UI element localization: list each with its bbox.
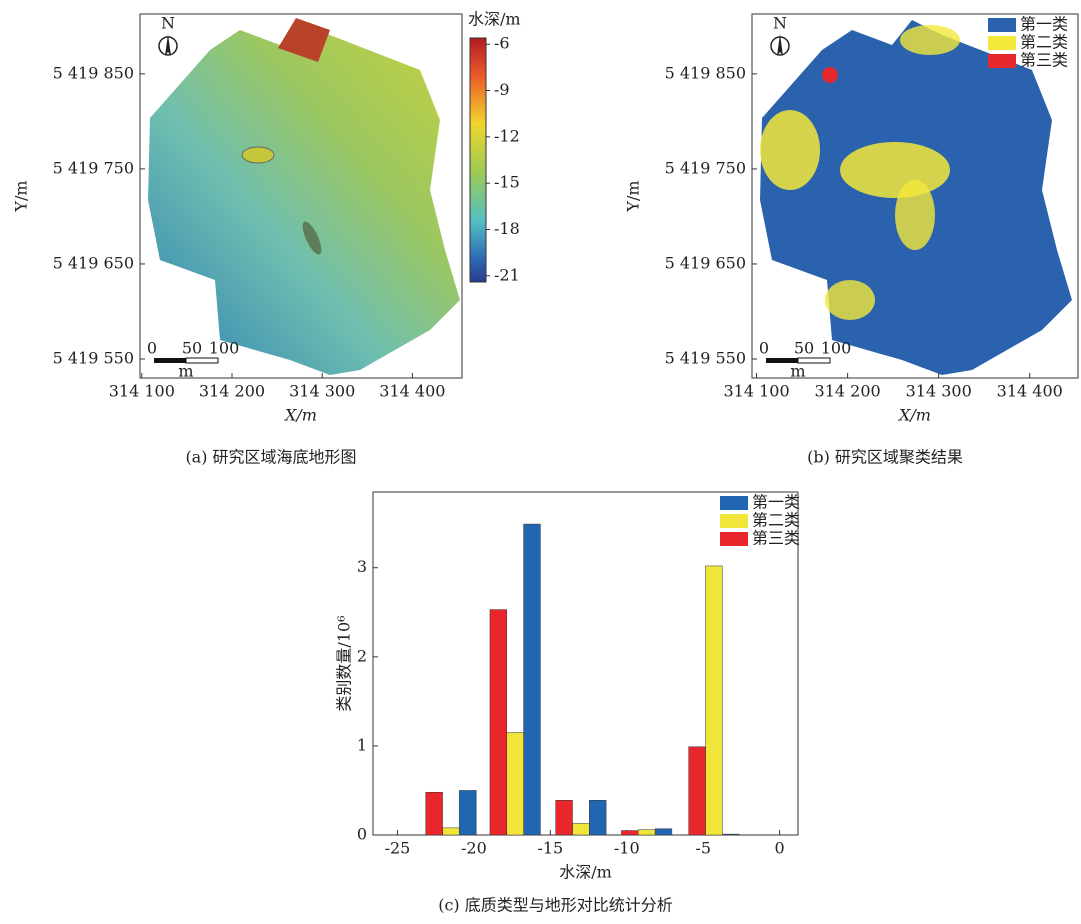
bar <box>507 733 524 835</box>
x-tick-label: -10 <box>614 839 640 858</box>
bar <box>443 828 460 835</box>
x-tick-label: 314 100 <box>109 382 175 401</box>
legend-label: 第一类 <box>1020 15 1068 34</box>
x-tick-label: 0 <box>775 839 785 858</box>
legend-label: 第二类 <box>1020 33 1068 52</box>
cluster-patch <box>822 67 838 83</box>
x-tick-label: 314 300 <box>289 382 355 401</box>
y-tick-label: 5 419 850 <box>665 63 746 82</box>
x-axis-label: 水深/m <box>559 863 612 882</box>
legend-swatch <box>988 36 1016 50</box>
y-axis-label: Y/m <box>624 180 643 212</box>
bar <box>556 800 573 835</box>
scale-label: 50 <box>182 339 202 358</box>
legend-label: 第一类 <box>752 493 800 512</box>
y-tick-label: 5 419 750 <box>665 158 746 177</box>
bar <box>722 834 739 835</box>
x-tick-label: -25 <box>385 839 411 858</box>
colorbar-tick-label: -6 <box>494 34 510 53</box>
bar <box>573 823 590 835</box>
y-axis-label: 类别数量/10⁶ <box>335 615 354 711</box>
x-tick-label: 314 400 <box>379 382 445 401</box>
legend-swatch <box>988 54 1016 68</box>
bar <box>589 800 606 835</box>
terrain-feature <box>242 147 274 163</box>
figure: 314 100 314 200 314 300 314 400 5 419 550 5 4… <box>0 0 1081 920</box>
colorbar-tick-label: -12 <box>494 126 520 145</box>
bar <box>459 790 476 835</box>
x-tick-label: 314 300 <box>906 382 972 401</box>
bar <box>655 829 672 835</box>
cluster-patch <box>895 180 935 250</box>
colorbar <box>470 38 486 282</box>
legend-swatch <box>988 18 1016 32</box>
y-tick-label: 5 419 650 <box>665 253 746 272</box>
y-tick-label: 5 419 550 <box>53 348 134 367</box>
x-tick-label: 314 100 <box>723 382 789 401</box>
legend-label: 第三类 <box>752 529 800 548</box>
x-tick-label: -5 <box>695 839 711 858</box>
legend-swatch <box>720 532 748 546</box>
legend-label: 第二类 <box>752 511 800 530</box>
y-tick-label: 2 <box>357 646 367 665</box>
legend-swatch <box>720 496 748 510</box>
x-tick-label: -20 <box>461 839 487 858</box>
caption: (a) 研究区域海底地形图 <box>185 448 356 467</box>
cluster-patch <box>825 280 875 320</box>
caption: (b) 研究区域聚类结果 <box>807 448 963 467</box>
colorbar-tick-label: -18 <box>494 219 520 238</box>
bar <box>426 792 443 835</box>
caption: (c) 底质类型与地形对比统计分析 <box>438 896 673 915</box>
legend-label: 第三类 <box>1020 51 1068 70</box>
y-tick-label: 0 <box>357 825 367 844</box>
y-tick-label: 1 <box>357 735 367 754</box>
bar <box>638 830 655 835</box>
y-tick-label: 3 <box>357 557 367 576</box>
y-tick-label: 5 419 550 <box>665 348 746 367</box>
terrain <box>148 20 460 375</box>
north-label: N <box>773 14 787 33</box>
legend-swatch <box>720 514 748 528</box>
y-tick-label: 5 419 750 <box>53 158 134 177</box>
scale-unit: m <box>178 362 193 381</box>
scale-unit: m <box>790 362 805 381</box>
colorbar-tick-label: -9 <box>494 80 510 99</box>
x-tick-label: -15 <box>537 839 563 858</box>
x-axis-label: X/m <box>283 406 317 425</box>
colorbar-tick-label: -21 <box>494 265 520 284</box>
y-tick-label: 5 419 650 <box>53 253 134 272</box>
x-tick-label: 314 200 <box>199 382 265 401</box>
scale-label: 100 <box>209 339 240 358</box>
bar <box>524 524 541 835</box>
cluster-patch <box>840 142 950 198</box>
bar <box>490 610 507 835</box>
scale-label: 50 <box>794 339 814 358</box>
y-tick-label: 5 419 850 <box>53 63 134 82</box>
bar <box>706 566 723 835</box>
bar <box>621 831 638 835</box>
y-axis-label: Y/m <box>12 180 31 212</box>
north-label: N <box>161 14 175 33</box>
scale-label: 0 <box>759 339 769 358</box>
x-tick-label: 314 200 <box>815 382 881 401</box>
cluster-patch <box>760 110 820 190</box>
x-tick-label: 314 400 <box>997 382 1063 401</box>
scale-label: 100 <box>821 339 852 358</box>
colorbar-title: 水深/m <box>468 10 521 29</box>
bar <box>689 747 706 835</box>
scale-label: 0 <box>147 339 157 358</box>
x-axis-label: X/m <box>897 406 931 425</box>
colorbar-tick-label: -15 <box>494 173 520 192</box>
cluster-patch <box>900 25 960 55</box>
